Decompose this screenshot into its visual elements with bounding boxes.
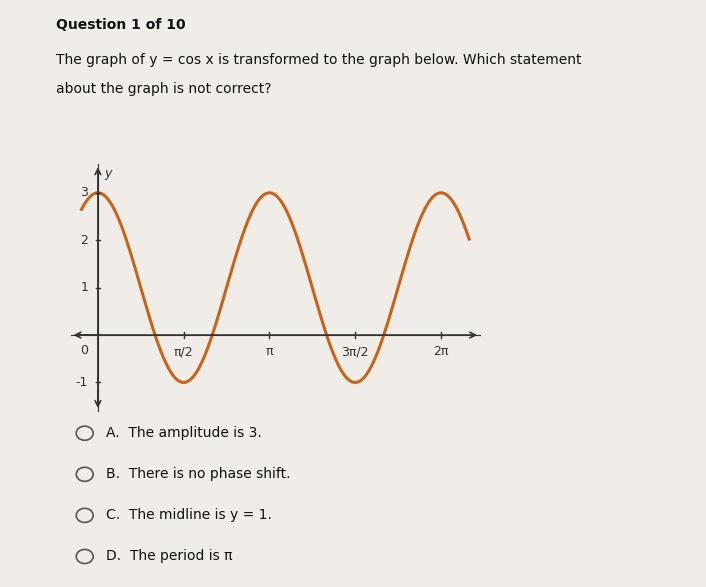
Text: 0: 0 (80, 343, 88, 356)
Text: 3π/2: 3π/2 (342, 346, 369, 359)
Text: 2π: 2π (433, 346, 448, 359)
Text: B.  There is no phase shift.: B. There is no phase shift. (106, 467, 290, 481)
Text: 1: 1 (80, 281, 88, 294)
Text: D.  The period is π: D. The period is π (106, 549, 232, 564)
Text: y: y (104, 167, 112, 180)
Text: A.  The amplitude is 3.: A. The amplitude is 3. (106, 426, 262, 440)
Text: π/2: π/2 (174, 346, 193, 359)
Text: C.  The midline is y = 1.: C. The midline is y = 1. (106, 508, 272, 522)
Text: -1: -1 (76, 376, 88, 389)
Text: about the graph is not correct?: about the graph is not correct? (56, 82, 272, 96)
Text: The graph of y = cos x is transformed to the graph below. Which statement: The graph of y = cos x is transformed to… (56, 53, 582, 67)
Text: 2: 2 (80, 234, 88, 247)
Text: Question 1 of 10: Question 1 of 10 (56, 18, 186, 32)
Text: π: π (265, 346, 273, 359)
Text: 3: 3 (80, 186, 88, 200)
